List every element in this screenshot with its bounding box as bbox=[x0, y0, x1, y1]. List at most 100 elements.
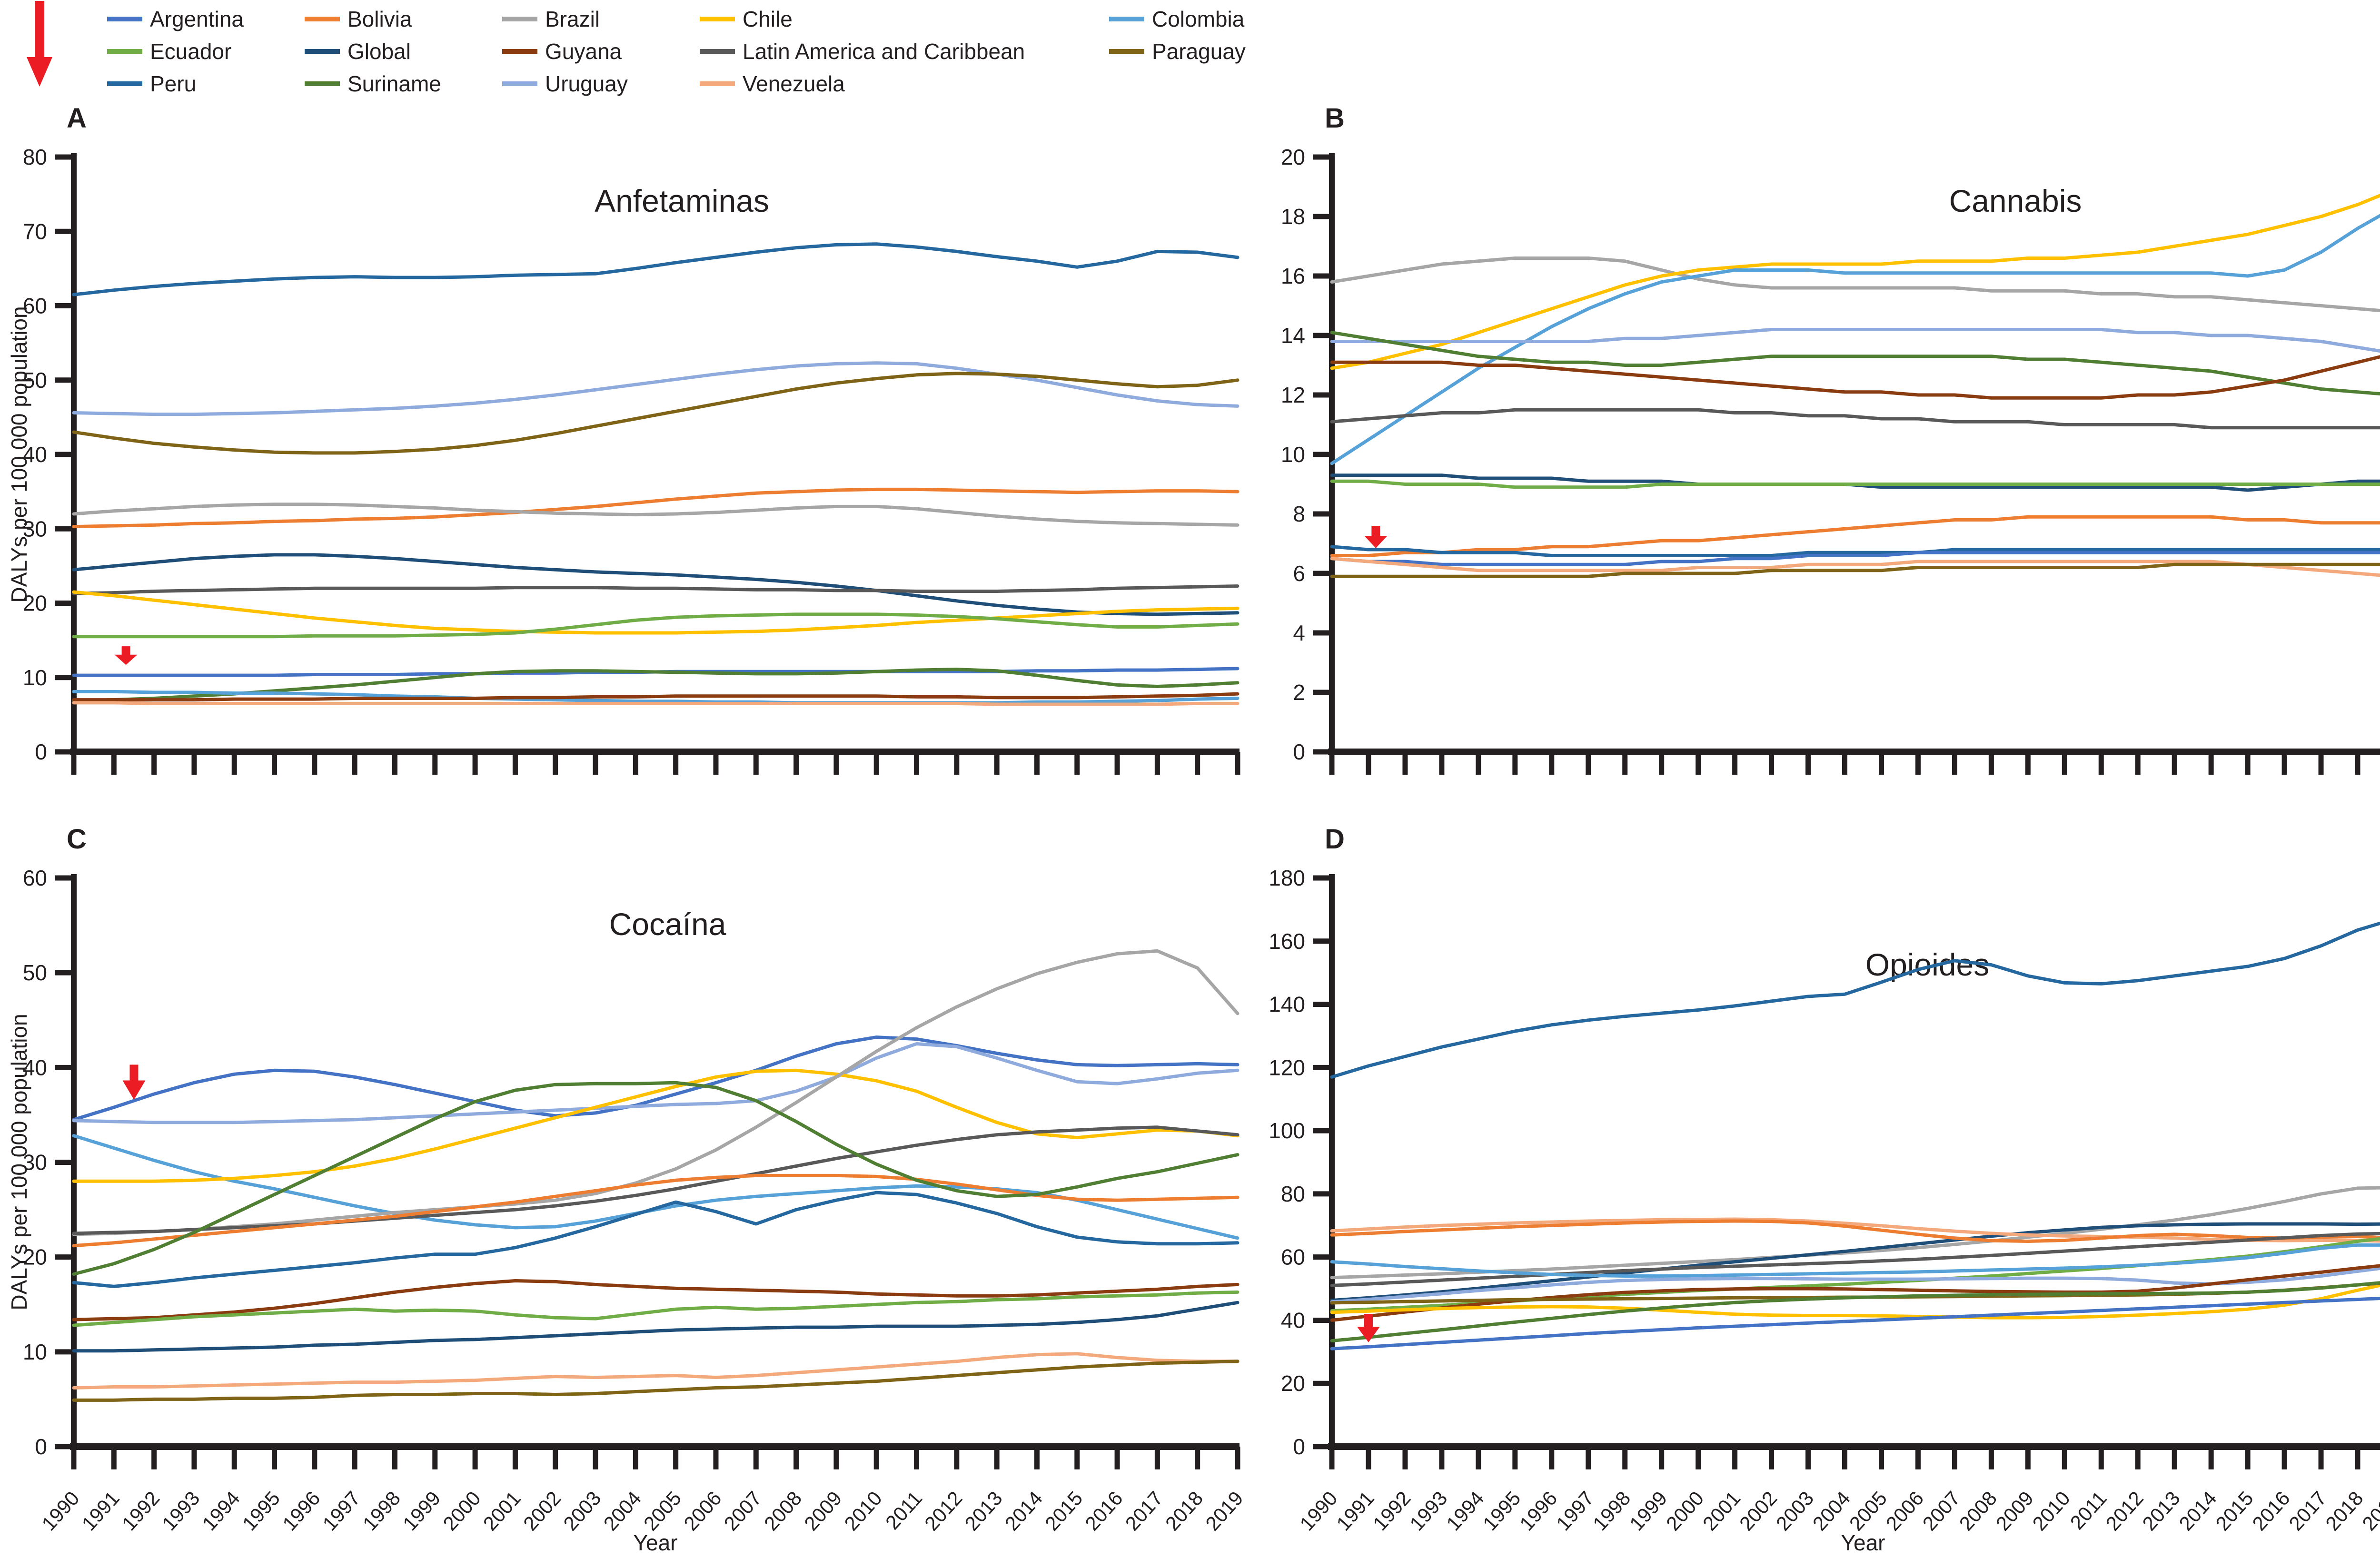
latin-america-and-caribbean-line-swatch-icon bbox=[700, 49, 735, 54]
legend-label-peru: Peru bbox=[150, 71, 197, 96]
argentina-marker-arrow-icon bbox=[27, 1, 52, 87]
x-tick-label-2001: 2001 bbox=[479, 1487, 525, 1535]
series-line-brazil bbox=[72, 949, 1240, 1236]
x-tick-label-2018: 2018 bbox=[1161, 1487, 1207, 1535]
colombia-line-swatch-icon bbox=[1109, 17, 1144, 21]
panel-c: 0102030405060199019911992199319941995199… bbox=[23, 824, 1248, 1535]
y-tick-label: 20 bbox=[1281, 1371, 1305, 1396]
series-line-bolivia bbox=[72, 1173, 1240, 1248]
panel-a: 0 10 20 30 40 50 60 70 80 A Anfetaminas bbox=[23, 103, 1240, 775]
x-tick-label-2014: 2014 bbox=[1001, 1487, 1047, 1535]
series-line-global bbox=[1330, 1222, 2380, 1302]
series-line-bolivia bbox=[72, 487, 1240, 529]
x-tick-label-1992: 1992 bbox=[1368, 1487, 1415, 1535]
x-tick-label-2005: 2005 bbox=[1845, 1487, 1891, 1535]
x-tick-label-2000: 2000 bbox=[438, 1487, 485, 1535]
x-tick-label-1998: 1998 bbox=[358, 1487, 405, 1535]
series-line-suriname bbox=[72, 1081, 1240, 1276]
panel-letter-b: B bbox=[1325, 103, 1345, 134]
legend-label-global: Global bbox=[347, 39, 411, 64]
series-line-chile bbox=[72, 590, 1240, 635]
x-tick-label-2002: 2002 bbox=[1735, 1487, 1781, 1535]
series-line-argentina bbox=[1330, 1297, 2380, 1350]
y-tick-label: 180 bbox=[1269, 866, 1305, 890]
series-line-brazil bbox=[1330, 256, 2380, 313]
legend-label-latin-america-and-caribbean: Latin America and Caribbean bbox=[743, 39, 1025, 64]
legend-item-argentina: Argentina bbox=[107, 6, 244, 32]
x-tick-label-1998: 1998 bbox=[1588, 1487, 1635, 1535]
x-tick-label-2010: 2010 bbox=[840, 1487, 886, 1535]
y-tick-label: 0 bbox=[35, 1434, 47, 1459]
y-tick-label: 0 bbox=[1293, 1434, 1305, 1459]
x-tick-label-1990: 1990 bbox=[1295, 1487, 1341, 1535]
x-tick-label-1991: 1991 bbox=[1332, 1487, 1378, 1535]
legend-item-colombia: Colombia bbox=[1109, 6, 1244, 32]
x-tick-label-1996: 1996 bbox=[278, 1487, 324, 1535]
series-line-peru bbox=[1330, 921, 2380, 1079]
legend-label-guyana: Guyana bbox=[545, 39, 622, 64]
x-tick-label-1997: 1997 bbox=[1552, 1487, 1598, 1535]
panel-title-coca-na: Cocaína bbox=[609, 907, 726, 942]
series-line-latin-america-and-caribbean bbox=[72, 1125, 1240, 1235]
x-tick-label-1994: 1994 bbox=[1442, 1487, 1488, 1535]
y-tick-label: 14 bbox=[1281, 323, 1305, 348]
series-line-guyana bbox=[72, 1279, 1240, 1321]
series-line-colombia bbox=[1330, 214, 2380, 465]
x-tick-label-2016: 2016 bbox=[2248, 1487, 2294, 1535]
y-tick-label: 6 bbox=[1293, 561, 1305, 586]
series-line-chile bbox=[1330, 1283, 2380, 1320]
x-tick-label-2003: 2003 bbox=[1772, 1487, 1818, 1535]
y-tick-label: 2 bbox=[1293, 680, 1305, 705]
series-line-chile bbox=[72, 1068, 1240, 1183]
series-line-peru bbox=[72, 1191, 1240, 1288]
x-tick-label-2002: 2002 bbox=[519, 1487, 565, 1535]
panel-letter-d: D bbox=[1325, 824, 1345, 855]
legend-item-latin-america-and-caribbean: Latin America and Caribbean bbox=[700, 38, 1025, 65]
y-tick-label: 70 bbox=[23, 219, 47, 244]
x-tick-label-2017: 2017 bbox=[1121, 1487, 1167, 1535]
legend-item-peru: Peru bbox=[107, 70, 196, 97]
x-tick-label-1992: 1992 bbox=[118, 1487, 164, 1535]
panel-title-anfetaminas: Anfetaminas bbox=[595, 183, 769, 218]
x-tick-label-2008: 2008 bbox=[1955, 1487, 2001, 1535]
annotation-arrow-icon-panel-a bbox=[114, 646, 138, 665]
series-line-paraguay bbox=[1330, 562, 2380, 578]
y-tick-label: 0 bbox=[1293, 739, 1305, 764]
y-tick-label: 20 bbox=[23, 1245, 47, 1270]
y-tick-label: 120 bbox=[1269, 1055, 1305, 1080]
y-tick-label: 100 bbox=[1269, 1118, 1305, 1143]
series-line-chile bbox=[1330, 194, 2380, 370]
series-line-latin-america-and-caribbean bbox=[1330, 408, 2380, 430]
y-tick-label: 12 bbox=[1281, 383, 1305, 407]
series-line-latin-america-and-caribbean bbox=[1330, 1232, 2380, 1287]
x-tick-label-1996: 1996 bbox=[1515, 1487, 1561, 1535]
x-tick-label-2013: 2013 bbox=[2138, 1487, 2184, 1535]
y-tick-label: 50 bbox=[23, 368, 47, 393]
series-line-venezuela bbox=[1330, 1217, 2380, 1243]
legend-item-guyana: Guyana bbox=[502, 38, 622, 65]
paraguay-line-swatch-icon bbox=[1109, 49, 1144, 54]
x-tick-label-2015: 2015 bbox=[1041, 1487, 1087, 1535]
x-tick-label-2014: 2014 bbox=[2174, 1487, 2221, 1535]
x-tick-label-1993: 1993 bbox=[1405, 1487, 1451, 1535]
series-line-colombia bbox=[72, 690, 1240, 705]
legend-item-chile: Chile bbox=[700, 6, 793, 32]
y-tick-label: 10 bbox=[23, 665, 47, 690]
annotation-arrow-icon-panel-d bbox=[1357, 1314, 1380, 1342]
y-tick-label: 60 bbox=[23, 866, 47, 890]
series-line-paraguay bbox=[72, 372, 1240, 455]
legend-label-argentina: Argentina bbox=[150, 7, 244, 31]
y-tick-label: 40 bbox=[23, 442, 47, 467]
series-line-uruguay bbox=[1330, 328, 2380, 353]
x-tick-label-1994: 1994 bbox=[198, 1487, 244, 1535]
legend-item-venezuela: Venezuela bbox=[700, 70, 845, 97]
annotation-arrow-icon-panel-c bbox=[122, 1064, 146, 1100]
panel-letter-a: A bbox=[67, 103, 87, 134]
x-tick-label-2001: 2001 bbox=[1698, 1487, 1745, 1535]
series-line-suriname bbox=[1330, 331, 2380, 396]
series-line-global bbox=[72, 553, 1240, 616]
y-tick-label: 60 bbox=[1281, 1245, 1305, 1270]
x-tick-label-2019: 2019 bbox=[2358, 1487, 2380, 1535]
